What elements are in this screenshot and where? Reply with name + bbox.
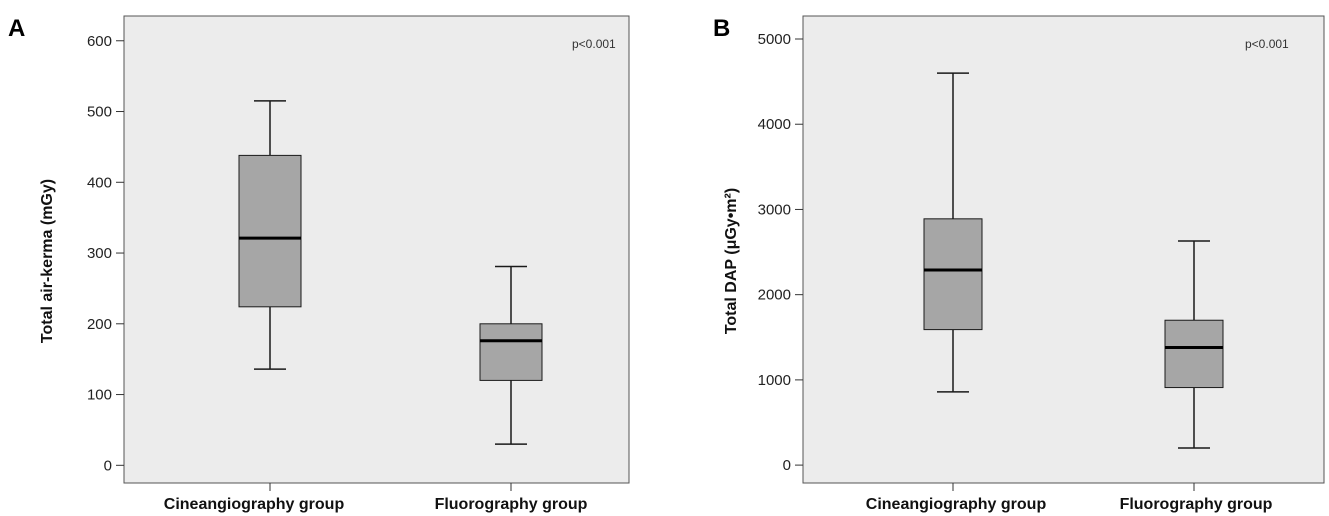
iqr-box bbox=[1164, 319, 1224, 389]
iqr-box bbox=[923, 218, 983, 331]
y-tick-label: 200 bbox=[87, 316, 112, 333]
y-tick-label: 500 bbox=[87, 104, 112, 121]
panel-a: 0 100 200 300 400 500 600 A p<0.001 Total air-… bbox=[8, 15, 630, 513]
plot-area bbox=[123, 15, 630, 484]
panel-b: 0 1000 2000 3000 4000 5000 B p<0.001 Total DA… bbox=[713, 15, 1325, 513]
y-tick-label: 600 bbox=[87, 33, 112, 50]
x-category-label: Fluorography group bbox=[1120, 496, 1273, 513]
y-tick-label: 0 bbox=[104, 457, 112, 474]
y-tick-label: 0 bbox=[783, 457, 791, 474]
p-value-annotation-a: p<0.001 bbox=[572, 37, 616, 51]
y-tick-label: 100 bbox=[87, 387, 112, 404]
box-plot-2 bbox=[1164, 240, 1224, 449]
y-axis-title-b: Total DAP (μGy•m²) bbox=[723, 188, 740, 334]
box-plot-2 bbox=[479, 265, 543, 445]
x-category-label: Fluorography group bbox=[435, 496, 588, 513]
y-tick-label: 3000 bbox=[758, 201, 791, 218]
y-tick-label: 1000 bbox=[758, 372, 791, 389]
p-value-annotation-b: p<0.001 bbox=[1245, 37, 1289, 51]
plot-area-group: 0 1000 2000 3000 4000 5000 bbox=[758, 15, 1325, 491]
box-plot-1 bbox=[238, 100, 302, 370]
y-tick-label: 300 bbox=[87, 245, 112, 262]
y-axis-title-a: Total air-kerma (mGy) bbox=[39, 179, 56, 343]
y-tick-label: 4000 bbox=[758, 116, 791, 133]
panel-letter-b: B bbox=[713, 15, 730, 42]
panel-letter-a: A bbox=[8, 15, 25, 42]
iqr-box bbox=[479, 323, 543, 381]
x-category-label: Cineangiography group bbox=[866, 496, 1047, 513]
x-category-label: Cineangiography group bbox=[164, 496, 345, 513]
plot-area bbox=[802, 15, 1325, 484]
box-plot-1 bbox=[923, 72, 983, 393]
iqr-box bbox=[238, 154, 302, 308]
y-tick-label: 2000 bbox=[758, 287, 791, 304]
plot-area-group: 0 100 200 300 400 500 600 bbox=[87, 15, 630, 491]
y-tick-label: 400 bbox=[87, 174, 112, 191]
y-tick-label: 5000 bbox=[758, 31, 791, 48]
